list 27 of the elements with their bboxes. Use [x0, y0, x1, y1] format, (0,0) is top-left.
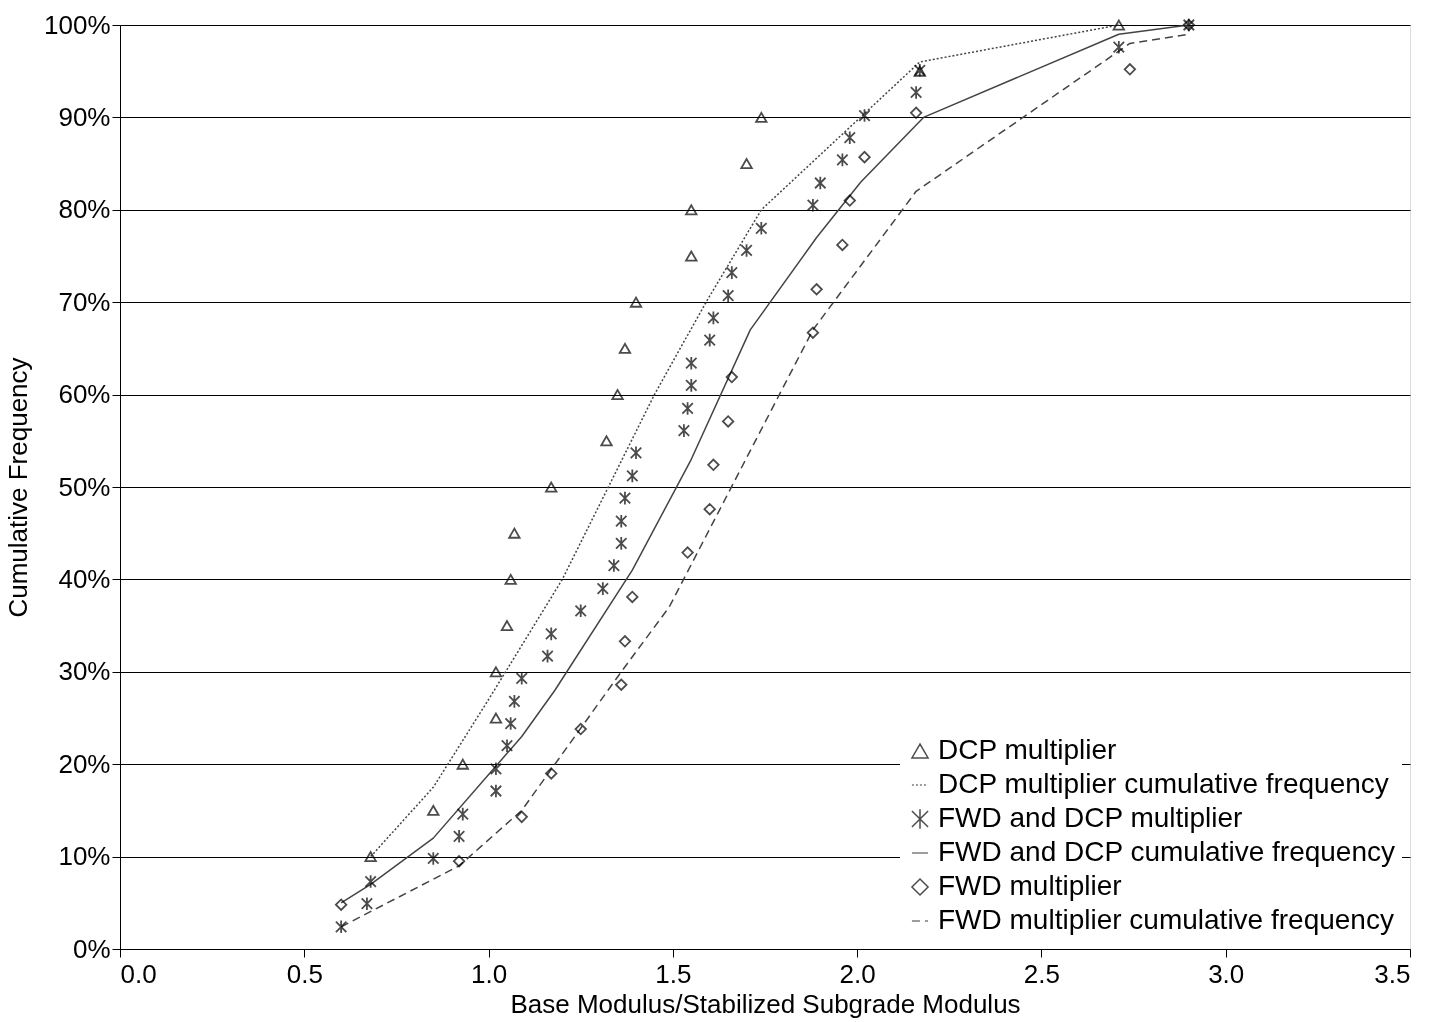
x-axis-title: Base Modulus/Stabilized Subgrade Modulus [510, 988, 1021, 1019]
x-tick-label: 3.5 [1374, 958, 1411, 989]
x-tick-label: 2.0 [839, 958, 876, 989]
y-tick-label: 30% [58, 656, 111, 687]
x-tick-label: 0.5 [286, 958, 323, 989]
y-tick-label: 50% [58, 471, 111, 502]
legend-label: FWD and DCP multiplier [938, 802, 1243, 833]
x-tick-label: 3.0 [1208, 958, 1245, 989]
legend-label: FWD multiplier cumulative frequency [938, 904, 1394, 935]
y-tick-label: 20% [58, 748, 111, 779]
y-tick-label: 10% [58, 841, 111, 872]
y-tick-label: 90% [58, 101, 111, 132]
y-tick-label: 40% [58, 563, 111, 594]
y-tick-label: 70% [58, 286, 111, 317]
x-tick-label: 2.5 [1023, 958, 1061, 989]
x-tick-label: 1.0 [470, 958, 508, 989]
y-axis-title: Cumulative Frequency [3, 357, 33, 618]
x-tick-label: 1.5 [655, 958, 692, 989]
y-tick-label: 0% [72, 933, 111, 964]
x-tick-label: 0.0 [120, 958, 157, 989]
legend-label: DCP multiplier cumulative frequency [938, 768, 1389, 799]
legend-label: DCP multiplier [938, 734, 1117, 765]
y-tick-label: 80% [58, 194, 111, 225]
y-tick-label: 100% [44, 9, 111, 40]
y-tick-label: 60% [58, 379, 111, 410]
legend-label: FWD and DCP cumulative frequency [938, 836, 1395, 867]
legend-label: FWD multiplier [938, 870, 1122, 901]
